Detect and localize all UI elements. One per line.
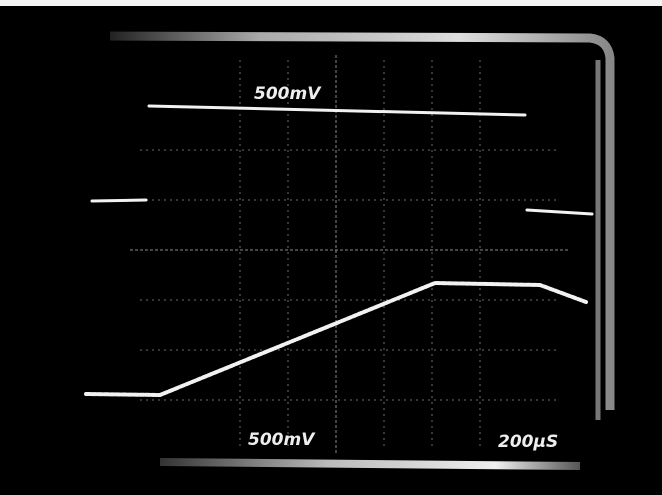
screen-bezel-top	[109, 31, 615, 410]
ramp-trace	[84, 281, 588, 397]
pulse-trace	[90, 104, 594, 216]
graticule	[130, 55, 570, 455]
time-scale: 200µS	[498, 432, 558, 452]
photo-border	[0, 0, 662, 6]
channel-2-scale: 500mV	[248, 430, 316, 450]
channel-1-scale: 500mV	[254, 84, 322, 104]
screen-bezel-bottom	[159, 458, 581, 470]
